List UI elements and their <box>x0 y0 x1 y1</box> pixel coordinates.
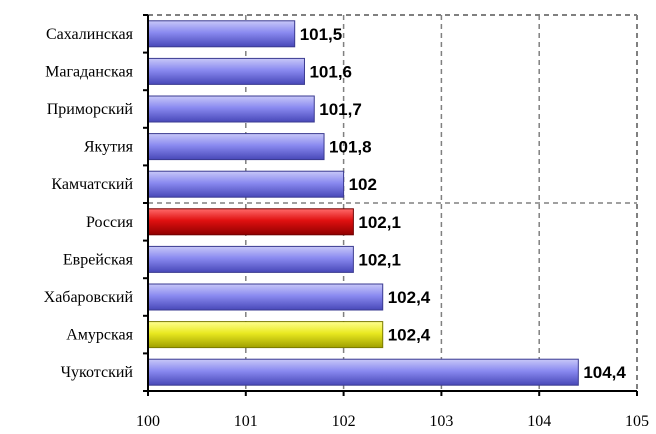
bar-2 <box>147 57 305 85</box>
category-label-7: Еврейская <box>63 251 134 268</box>
bar-5 <box>147 170 345 198</box>
x-tick-label-0: 100 <box>136 413 160 430</box>
bar-3 <box>147 95 315 123</box>
data-label-6: 102,1 <box>358 213 401 232</box>
x-tick-label-5: 105 <box>625 413 649 430</box>
axes <box>143 14 638 396</box>
data-label-7: 102,1 <box>358 250 401 269</box>
data-label-8: 102,4 <box>388 288 431 307</box>
x-tick-label-4: 104 <box>527 413 551 430</box>
category-label-5: Камчатский <box>51 176 133 193</box>
x-tick-label-3: 103 <box>429 413 453 430</box>
category-label-2: Магаданская <box>45 63 134 80</box>
bar-7 <box>147 245 354 273</box>
category-label-4: Якутия <box>84 139 134 156</box>
x-tick-label-1: 101 <box>234 413 258 430</box>
category-label-8: Хабаровский <box>44 289 134 306</box>
data-label-1: 101,5 <box>300 25 343 44</box>
data-label-2: 101,6 <box>309 62 352 81</box>
category-label-9: Амурская <box>66 327 133 344</box>
data-label-4: 101,8 <box>329 138 372 157</box>
gridlines <box>148 15 637 391</box>
category-label-6: Россия <box>86 214 134 231</box>
bar-8 <box>147 283 384 311</box>
category-label-1: Сахалинская <box>46 26 134 43</box>
bar-9 <box>147 321 384 349</box>
bar-6 <box>147 208 354 236</box>
plot-area <box>148 14 638 391</box>
labels: Сахалинская 101,5 Магаданская 101,6 Приморск… <box>44 25 649 430</box>
bar-10 <box>147 358 579 386</box>
data-label-3: 101,7 <box>319 100 362 119</box>
bar-4 <box>147 133 325 161</box>
bar-1 <box>147 20 296 48</box>
category-label-10: Чукотский <box>61 364 134 381</box>
data-label-5: 102 <box>349 175 377 194</box>
bars <box>147 20 579 386</box>
data-label-9: 102,4 <box>388 326 431 345</box>
data-label-10: 104,4 <box>583 363 626 382</box>
category-label-3: Приморский <box>47 101 134 118</box>
x-tick-label-2: 102 <box>332 413 356 430</box>
